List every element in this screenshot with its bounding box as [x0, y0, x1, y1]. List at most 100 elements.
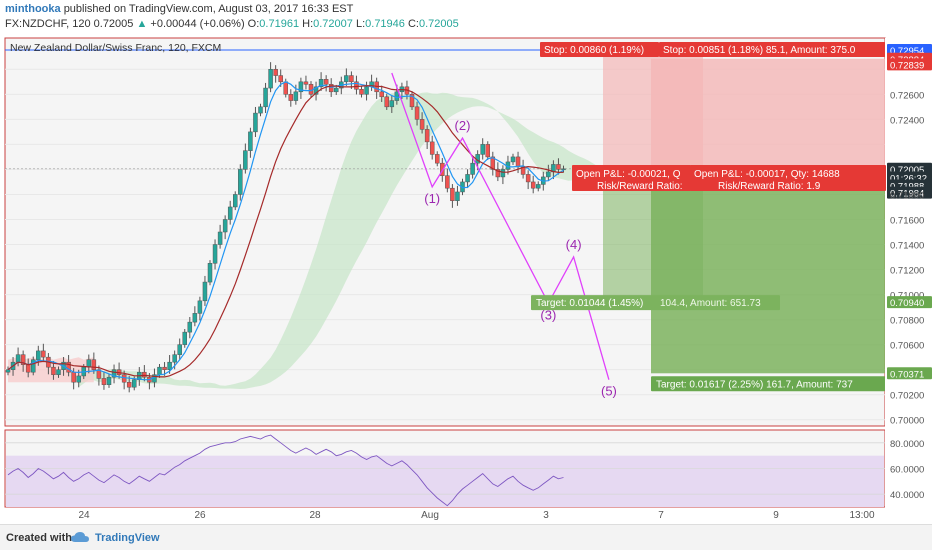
candle-body — [76, 375, 81, 383]
price-axis-label: 0.70940 — [890, 298, 924, 309]
price-axis-label: 0.70200 — [890, 391, 924, 402]
target-zone-1 — [603, 168, 703, 303]
candle-body — [384, 96, 389, 108]
candle-body — [313, 86, 319, 95]
candle — [465, 169, 470, 189]
candle — [222, 215, 228, 240]
time-axis-label: 24 — [78, 510, 90, 521]
candle — [323, 75, 329, 92]
candle — [409, 91, 415, 110]
pattern-label: (1) — [424, 191, 440, 206]
candle — [258, 103, 263, 117]
rsi-line — [7, 434, 564, 507]
pnl-label-2: Open P&L: -0.00017, Qty: 14688 — [694, 169, 840, 180]
candle-body — [344, 75, 349, 83]
candle-body — [20, 354, 26, 365]
candle — [187, 316, 193, 339]
candle-body — [485, 144, 490, 158]
candle — [490, 151, 496, 176]
candle-body — [258, 106, 263, 114]
candle-body — [500, 169, 506, 178]
published-text: published on TradingView.com, August 03,… — [63, 3, 354, 15]
pnl-box-2-bg — [690, 165, 886, 191]
candle-body — [419, 119, 425, 130]
candle — [20, 350, 26, 372]
candle-body — [101, 378, 107, 385]
low-value: 0.71946 — [365, 18, 405, 30]
last-price: 0.72005 — [93, 18, 134, 30]
candle-body — [172, 354, 177, 363]
candle-body — [349, 75, 354, 83]
candle-body — [435, 154, 440, 164]
target-extra-1: 104.4, Amount: 651.73 — [660, 298, 761, 309]
publish-line: minthooka published on TradingView.com, … — [5, 3, 353, 15]
candle — [253, 106, 258, 138]
candle-body — [556, 164, 561, 170]
candle-body — [187, 321, 193, 333]
candle — [429, 135, 435, 160]
candle — [212, 239, 218, 270]
candle-body — [445, 175, 450, 189]
candle — [238, 164, 243, 201]
candle-body — [167, 361, 172, 370]
candle-body — [197, 300, 203, 314]
candle — [217, 224, 223, 249]
candle — [525, 170, 531, 190]
candle — [202, 275, 208, 306]
candle-body — [298, 81, 304, 93]
candle — [536, 181, 541, 192]
candle-body — [394, 91, 400, 101]
candle-body — [510, 156, 516, 163]
time-axis-label: 3 — [543, 510, 549, 521]
price-axis-label: 0.72839 — [890, 60, 924, 71]
candle-body — [66, 361, 71, 373]
tradingview-cloud-icon — [71, 532, 89, 542]
price-axis-label: 0.71400 — [890, 241, 924, 252]
candle — [500, 165, 506, 185]
target-label-1-bg — [531, 295, 780, 311]
author-name[interactable]: minthooka — [5, 3, 61, 15]
time-axis-label: 9 — [773, 510, 779, 521]
candle-body — [480, 144, 485, 155]
candle — [142, 365, 147, 382]
candle-body — [126, 381, 132, 388]
candle — [389, 95, 395, 113]
candle — [177, 338, 182, 360]
candle — [106, 374, 112, 388]
candle-body — [303, 81, 309, 85]
chart-title: New Zealand Dollar/Swiss Franc, 120, FXC… — [10, 42, 221, 54]
candle — [470, 156, 475, 179]
candle — [227, 200, 233, 225]
candle — [485, 141, 490, 161]
symbol-label: FX:NZDCHF, 120 — [5, 18, 91, 30]
candle — [51, 361, 56, 380]
candle-body — [389, 100, 395, 108]
candle — [349, 71, 354, 89]
price-axis-badge — [887, 367, 932, 380]
low-label: L: — [355, 18, 366, 30]
tradingview-brand[interactable]: TradingView — [95, 532, 160, 544]
candle-body — [111, 369, 117, 378]
candle — [561, 165, 566, 173]
candle-body — [238, 169, 243, 195]
candle — [192, 306, 198, 327]
candle — [41, 343, 46, 362]
candle — [233, 191, 238, 211]
candle — [414, 101, 420, 126]
candle-body — [268, 69, 273, 89]
footer-bar: Created with TradingView — [0, 524, 932, 550]
candle-body — [51, 366, 56, 375]
candle-body — [328, 84, 334, 93]
price-chart[interactable]: (1) (2) (3) (4) (5) Stop: 0.00860 (1.19%) Stop… — [0, 0, 932, 524]
price-axis-label: 01:26:32 — [890, 174, 927, 185]
rsi-axis-label: 60.0000 — [890, 465, 924, 476]
candle-body — [15, 354, 21, 363]
candle — [384, 93, 389, 110]
change-up-icon: ▲ — [136, 18, 148, 30]
pnl-label-1: Open P&L: -0.00021, Q — [576, 169, 681, 180]
stop-label-1: Stop: 0.00860 (1.19%) — [544, 45, 644, 56]
candle-body — [36, 350, 41, 360]
candle — [480, 138, 485, 160]
price-axis-badge — [887, 58, 932, 71]
pattern-label: (3) — [540, 307, 556, 322]
